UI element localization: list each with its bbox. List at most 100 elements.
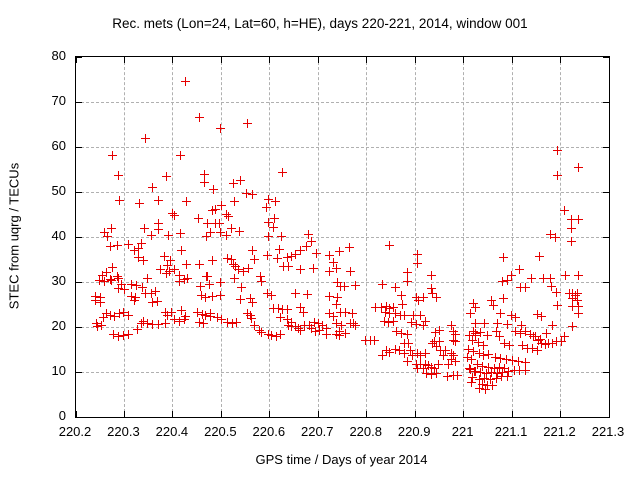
- data-point: [324, 292, 334, 302]
- data-point: [249, 320, 259, 330]
- data-point: [305, 320, 315, 330]
- gridline-vertical: [172, 57, 174, 417]
- data-point: [551, 288, 561, 298]
- data-point: [517, 341, 527, 351]
- data-point: [140, 133, 150, 143]
- data-point: [480, 318, 490, 328]
- plot-area: [75, 56, 610, 418]
- data-point: [335, 307, 345, 317]
- data-point: [174, 316, 184, 326]
- data-point: [466, 364, 476, 374]
- data-point: [113, 274, 123, 284]
- data-point: [345, 266, 355, 276]
- data-point: [376, 303, 386, 313]
- axis-tick-x: [608, 411, 610, 417]
- axis-tick-x: [463, 57, 465, 63]
- data-point: [480, 373, 490, 383]
- data-point: [245, 294, 255, 304]
- data-point: [143, 274, 153, 284]
- data-point: [468, 373, 478, 383]
- data-point: [500, 339, 510, 349]
- data-point: [369, 335, 379, 345]
- data-point: [106, 241, 116, 251]
- data-point: [334, 247, 344, 257]
- data-point: [408, 350, 418, 360]
- data-point: [175, 151, 185, 161]
- data-point: [99, 313, 109, 323]
- data-point: [532, 309, 542, 319]
- data-point: [229, 274, 239, 284]
- data-point: [93, 322, 103, 332]
- data-point: [159, 252, 169, 262]
- data-point: [183, 274, 193, 284]
- data-point: [411, 319, 421, 329]
- data-point: [390, 283, 400, 293]
- data-point: [276, 329, 286, 339]
- data-point: [446, 348, 456, 358]
- data-point: [148, 183, 158, 193]
- data-point: [180, 315, 190, 325]
- data-point: [490, 352, 500, 362]
- data-point: [228, 318, 237, 328]
- data-point: [127, 292, 137, 302]
- data-point: [392, 327, 402, 337]
- data-point: [486, 374, 496, 384]
- y-tick-label: 0: [58, 408, 66, 423]
- data-point: [568, 322, 578, 332]
- data-point: [196, 291, 206, 300]
- data-point: [324, 266, 334, 276]
- data-point: [112, 240, 122, 250]
- data-point: [537, 338, 547, 348]
- axis-tick-x: [317, 411, 319, 417]
- data-point: [431, 328, 441, 338]
- data-point: [380, 307, 390, 317]
- data-point: [500, 363, 510, 373]
- data-point: [508, 355, 518, 365]
- data-point: [153, 297, 163, 307]
- data-point: [311, 327, 321, 337]
- gridline-vertical: [560, 57, 562, 417]
- data-point: [263, 288, 273, 298]
- data-point: [216, 291, 226, 300]
- data-point: [551, 233, 561, 243]
- data-point: [418, 293, 428, 303]
- data-point: [283, 320, 293, 330]
- data-point: [561, 270, 571, 280]
- data-point: [501, 354, 511, 364]
- data-point: [434, 325, 444, 335]
- data-point: [527, 343, 537, 353]
- data-point: [430, 364, 440, 374]
- axis-tick-x: [75, 57, 77, 63]
- x-tick-label: 221: [451, 424, 474, 439]
- data-point: [147, 230, 157, 240]
- data-point: [573, 302, 583, 312]
- axis-tick-x: [414, 57, 416, 63]
- data-point: [154, 225, 164, 235]
- data-point: [161, 268, 171, 278]
- data-point: [217, 315, 227, 325]
- data-point: [229, 196, 239, 206]
- axis-tick-x: [220, 57, 222, 63]
- data-point: [400, 310, 410, 320]
- data-point: [304, 229, 314, 239]
- data-point: [309, 264, 319, 273]
- data-point: [99, 228, 109, 237]
- data-point: [568, 294, 578, 304]
- data-point: [151, 286, 161, 296]
- data-point: [210, 219, 220, 229]
- data-point: [108, 263, 118, 273]
- axis-tick-y: [76, 326, 82, 328]
- data-point: [468, 298, 478, 308]
- data-point: [248, 298, 258, 308]
- axis-tick-x: [123, 57, 125, 63]
- data-point: [162, 260, 172, 270]
- gridline-horizontal: [76, 281, 609, 283]
- data-point: [114, 309, 124, 318]
- data-point: [196, 282, 206, 291]
- data-point: [450, 356, 460, 366]
- x-axis-label: GPS time / Days of year 2014: [255, 452, 428, 467]
- data-point: [101, 309, 111, 318]
- data-point: [468, 336, 478, 346]
- data-point: [331, 264, 341, 273]
- data-point: [486, 295, 496, 305]
